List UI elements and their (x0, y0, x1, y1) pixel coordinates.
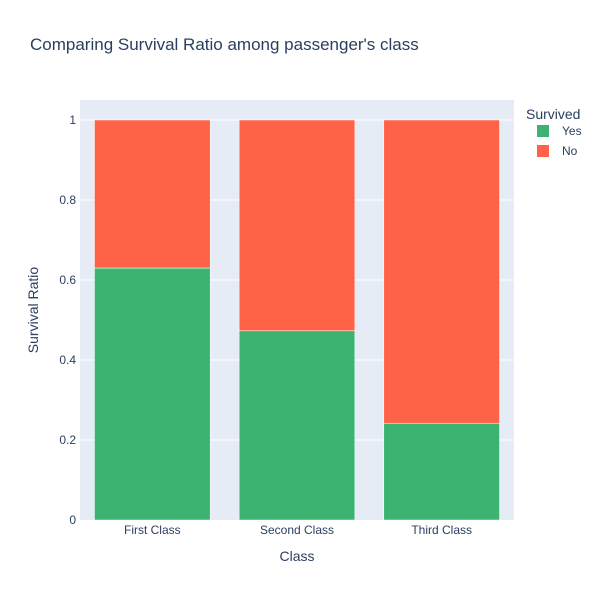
x-tick-label: First Class (124, 523, 181, 537)
chart-title: Comparing Survival Ratio among passenger… (30, 35, 419, 54)
y-tick-label: 0.6 (59, 273, 76, 287)
y-tick-label: 1 (69, 113, 76, 127)
bar-no-third-class (383, 119, 500, 424)
bars (94, 119, 500, 521)
bar-no-first-class (94, 119, 211, 269)
y-tick-label: 0.4 (59, 353, 76, 367)
legend-label-yes: Yes (562, 124, 582, 138)
bar-yes-first-class (94, 267, 211, 521)
bar-no-second-class (238, 119, 356, 332)
bar-yes-second-class (238, 330, 356, 521)
y-tick-label: 0.2 (59, 433, 76, 447)
y-axis-ticks: 0 0.2 0.4 0.6 0.8 1 (59, 113, 76, 527)
legend-title: Survived (526, 106, 580, 122)
legend-label-no: No (562, 144, 578, 158)
y-tick-label: 0.8 (59, 193, 76, 207)
x-axis-ticks: First Class Second Class Third Class (124, 523, 472, 537)
x-axis-title: Class (279, 548, 314, 564)
legend-swatch-no[interactable] (537, 145, 549, 157)
y-axis-title: Survival Ratio (25, 267, 41, 354)
x-tick-label: Second Class (260, 523, 334, 537)
y-tick-label: 0 (69, 513, 76, 527)
bar-yes-third-class (383, 422, 500, 521)
x-tick-label: Third Class (411, 523, 472, 537)
legend-swatch-yes[interactable] (537, 125, 549, 137)
legend: Survived Yes No (526, 106, 582, 158)
